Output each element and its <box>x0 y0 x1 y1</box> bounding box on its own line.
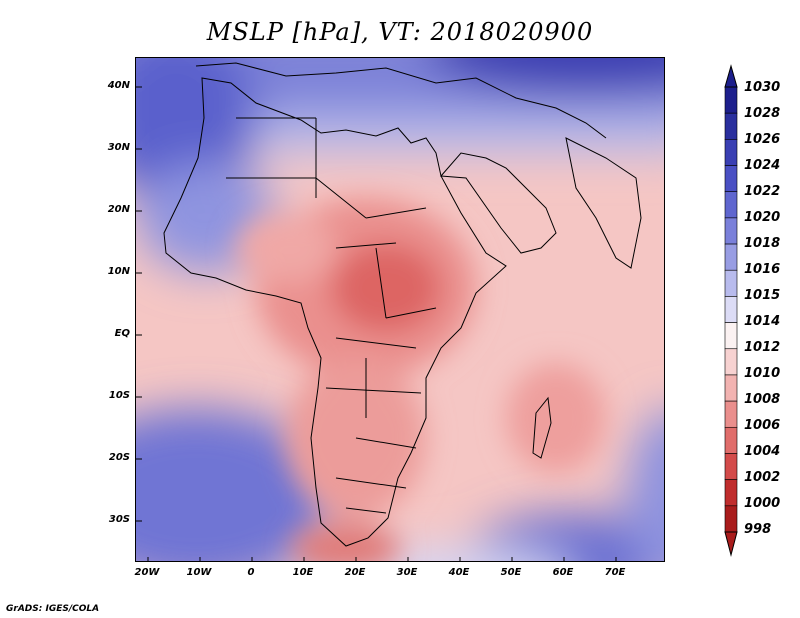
high-pressure-south-indian <box>466 513 664 561</box>
mediterranean-coast <box>195 62 607 139</box>
colorbar-top-arrow <box>724 64 738 88</box>
colorbar-bottom-arrow <box>724 531 738 557</box>
plot-title: MSLP [hPa], VT: 2018020900 <box>206 18 594 46</box>
high-pressure-asia <box>430 58 664 93</box>
grads-credit: GrADS: IGES/COLA <box>6 604 100 614</box>
colorbar-label-1028: 1028 <box>744 106 781 121</box>
africa-outline <box>163 77 507 547</box>
lon-label-10e: 10E <box>292 567 314 578</box>
pressure-field-map <box>136 58 664 561</box>
colorbar-label-1010: 1010 <box>744 366 781 381</box>
lon-label-0: 0 <box>247 567 255 578</box>
lon-label-30e: 30E <box>396 567 418 578</box>
lat-label-30n: 30N <box>107 142 130 153</box>
colorbar-segment <box>724 191 738 219</box>
low-pressure-sahel <box>236 213 336 283</box>
lon-label-10w: 10W <box>186 567 212 578</box>
low-pressure-core <box>331 243 441 333</box>
lat-label-20s: 20S <box>108 452 130 463</box>
colorbar-label-1012: 1012 <box>744 340 781 355</box>
lat-label-eq: EQ <box>114 328 130 339</box>
colorbar-label-1022: 1022 <box>744 184 781 199</box>
colorbar-segment <box>724 112 738 140</box>
colorbar-segment <box>724 322 738 350</box>
colorbar-label-1004: 1004 <box>744 444 781 459</box>
colorbar-segment <box>724 86 738 114</box>
colorbar-segment <box>724 453 738 480</box>
lon-label-70e: 70E <box>604 567 626 578</box>
map-panel <box>135 57 665 562</box>
colorbar-label-1024: 1024 <box>744 158 781 173</box>
colorbar-segment <box>724 426 738 454</box>
lat-label-10n: 10N <box>107 266 130 277</box>
colorbar-segment <box>724 374 738 402</box>
coastlines <box>163 62 642 547</box>
high-pressure-south-atlantic <box>136 408 336 561</box>
colorbar-segment <box>724 243 738 271</box>
colorbar-segment <box>724 348 738 376</box>
colorbar-label-1000: 1000 <box>744 496 781 511</box>
colorbar-segment <box>724 269 738 297</box>
colorbar-segment <box>724 165 738 193</box>
colorbar <box>724 64 738 557</box>
lon-label-60e: 60E <box>552 567 574 578</box>
colorbar-label-998: 998 <box>744 522 772 537</box>
lat-label-20n: 20N <box>107 204 130 215</box>
colorbar-label-1018: 1018 <box>744 236 781 251</box>
madagascar-outline <box>532 396 552 459</box>
frame-ticks <box>136 86 617 561</box>
colorbar-label-1006: 1006 <box>744 418 781 433</box>
low-pressure-madagascar <box>506 363 606 473</box>
colorbar-segment <box>724 296 738 323</box>
lon-label-20w: 20W <box>134 567 160 578</box>
lat-label-40n: 40N <box>107 80 130 91</box>
lat-label-10s: 10S <box>108 390 130 401</box>
country-borders <box>226 117 437 514</box>
colorbar-label-1015: 1015 <box>744 288 781 303</box>
colorbar-segments <box>724 86 738 533</box>
colorbar-label-1030: 1030 <box>744 80 781 95</box>
colorbar-label-1026: 1026 <box>744 132 781 147</box>
colorbar-segment <box>724 505 738 533</box>
colorbar-label-1014: 1014 <box>744 314 781 329</box>
lat-label-30s: 30S <box>108 514 130 525</box>
india-outline <box>565 137 642 269</box>
high-pressure-east-edge <box>626 410 664 561</box>
colorbar-label-1008: 1008 <box>744 392 781 407</box>
colorbar-segment <box>724 139 738 166</box>
colorbar-segment <box>724 400 738 428</box>
colorbar-label-1016: 1016 <box>744 262 781 277</box>
colorbar-segment <box>724 217 738 245</box>
colorbar-label-1020: 1020 <box>744 210 781 225</box>
lon-label-40e: 40E <box>448 567 470 578</box>
lon-label-20e: 20E <box>344 567 366 578</box>
colorbar-segment <box>724 479 738 507</box>
arabia-outline <box>439 152 557 254</box>
colorbar-label-1002: 1002 <box>744 470 781 485</box>
lon-label-50e: 50E <box>500 567 522 578</box>
